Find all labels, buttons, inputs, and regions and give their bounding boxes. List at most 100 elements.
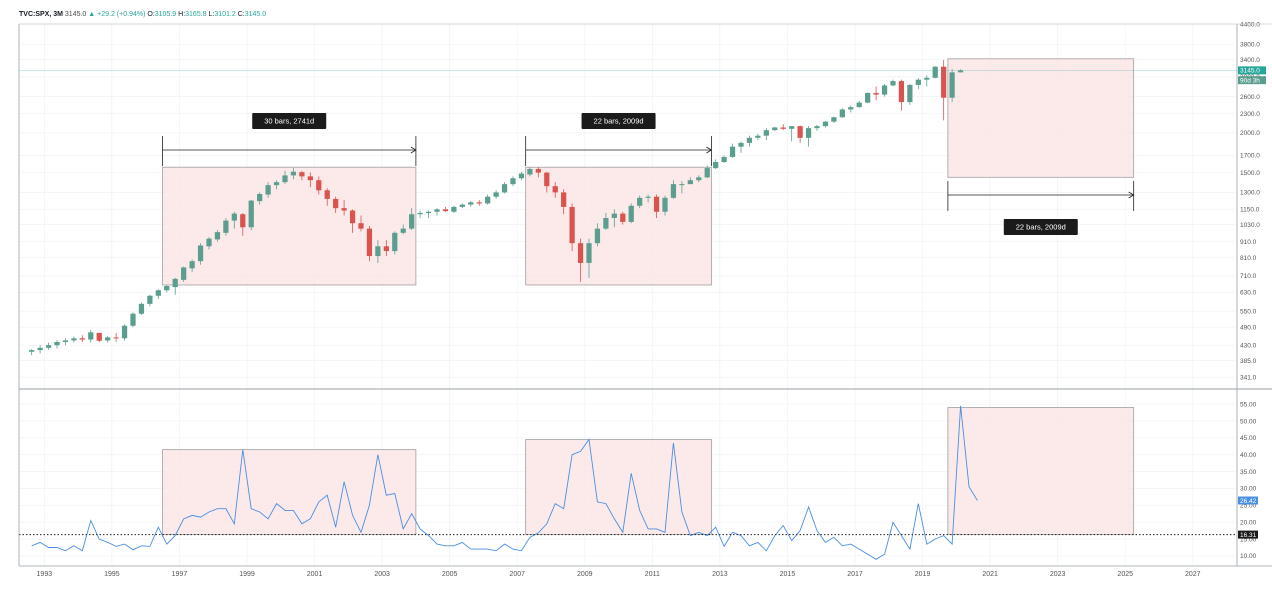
candle-body bbox=[451, 206, 457, 212]
candle-body bbox=[544, 172, 550, 187]
price-tag-label: 3145.0 bbox=[1240, 68, 1260, 75]
candle-body bbox=[366, 228, 373, 257]
price-tick-label: 1030.0 bbox=[1240, 222, 1260, 229]
price-tick-label: 1700.0 bbox=[1240, 153, 1260, 160]
price-tag-label: 90d 3h bbox=[1240, 77, 1260, 84]
candle-body bbox=[924, 77, 930, 80]
x-tick-label: 2027 bbox=[1185, 571, 1201, 578]
price-tick-label: 1150.0 bbox=[1240, 207, 1260, 214]
candle-body bbox=[535, 168, 541, 173]
candle-body bbox=[299, 172, 305, 177]
vix-last-tag-bg bbox=[1238, 496, 1258, 505]
chart-header: TVC:SPX, 3M 3145.0 ▲ +29.2 (+0.94%) O:31… bbox=[19, 11, 266, 18]
price-tick-label: 341.0 bbox=[1240, 375, 1257, 382]
candle-body bbox=[890, 81, 896, 86]
vix-range-box bbox=[525, 439, 712, 536]
vix-tick-label: 40.00 bbox=[1240, 452, 1257, 459]
candle-body bbox=[898, 81, 905, 103]
candle-body bbox=[316, 180, 322, 191]
candle-body bbox=[527, 168, 533, 175]
vix-tick-label: 20.00 bbox=[1240, 519, 1257, 526]
candle-body bbox=[197, 245, 204, 262]
price-tick-label: 550.0 bbox=[1240, 308, 1257, 315]
candle-body bbox=[856, 102, 862, 108]
price-range-box bbox=[947, 58, 1135, 178]
x-tick-label: 2023 bbox=[1050, 571, 1066, 578]
candle-body bbox=[324, 190, 330, 199]
candle-body bbox=[45, 345, 52, 348]
candle-body bbox=[805, 128, 812, 138]
candle-body bbox=[138, 303, 145, 314]
candle-body bbox=[375, 246, 381, 257]
candle-body bbox=[831, 117, 837, 122]
low-value: 3101.2 bbox=[214, 11, 236, 18]
candle-body bbox=[881, 85, 888, 95]
measure-label-bg bbox=[252, 113, 327, 129]
candle-body bbox=[434, 209, 440, 212]
candle-body bbox=[586, 243, 592, 263]
candle-body bbox=[501, 184, 508, 193]
vix-series-line bbox=[31, 405, 978, 560]
vix-tick-label: 35.00 bbox=[1240, 469, 1257, 476]
candle-body bbox=[865, 92, 871, 103]
candle-body bbox=[611, 213, 617, 218]
candle-body bbox=[130, 313, 136, 326]
candle-body bbox=[164, 286, 170, 291]
candle-body bbox=[223, 220, 229, 233]
candle-body bbox=[425, 211, 432, 213]
candle-body bbox=[687, 180, 693, 185]
symbol-label[interactable]: TVC:SPX, 3M bbox=[19, 11, 63, 18]
price-tick-label: 710.0 bbox=[1240, 273, 1257, 280]
price-tag-bg bbox=[1238, 76, 1266, 85]
candle-body bbox=[797, 126, 803, 138]
candle-body bbox=[349, 210, 356, 224]
candle-body bbox=[105, 337, 111, 341]
candle-body bbox=[755, 135, 761, 138]
vix-tick-label: 55.00 bbox=[1240, 401, 1257, 408]
x-tick-label: 1995 bbox=[104, 571, 120, 578]
candle-body bbox=[273, 182, 280, 186]
candle-body bbox=[949, 72, 955, 98]
candle-body bbox=[603, 217, 609, 229]
candle-body bbox=[257, 193, 263, 202]
price-tick-label: 3400.0 bbox=[1240, 57, 1260, 64]
candle-body bbox=[907, 84, 913, 103]
candle-body bbox=[637, 197, 643, 206]
x-tick-label: 2005 bbox=[442, 571, 458, 578]
x-tick-label: 2019 bbox=[915, 571, 931, 578]
axes: 341.0 385.0 430.0 490.0 550.0 630.0 710.0 810.0… bbox=[18, 21, 1272, 578]
candle-body bbox=[307, 176, 313, 181]
candle-body bbox=[822, 121, 829, 127]
candle-body bbox=[409, 214, 415, 229]
candle-body bbox=[780, 127, 786, 129]
candle-body bbox=[620, 213, 626, 222]
candle-body bbox=[696, 177, 702, 181]
price-tick-label: 1500.0 bbox=[1240, 170, 1260, 177]
candle-body bbox=[189, 261, 195, 269]
x-tick-label: 2003 bbox=[374, 571, 390, 578]
open-value: 3105.9 bbox=[154, 11, 177, 18]
candle-body bbox=[71, 338, 77, 341]
candle-body bbox=[155, 290, 161, 296]
x-tick-label: 2025 bbox=[1117, 571, 1133, 578]
candle-body bbox=[957, 70, 964, 73]
vix-tick-label: 10.00 bbox=[1240, 553, 1257, 560]
close-value: 3145.0 bbox=[244, 11, 267, 18]
price-tick-label: 1300.0 bbox=[1240, 190, 1260, 197]
price-tick-label: 3800.0 bbox=[1240, 42, 1260, 49]
candle-body bbox=[915, 79, 921, 85]
x-tick-label: 1993 bbox=[37, 571, 53, 578]
candle-body bbox=[147, 295, 153, 304]
candle-body bbox=[442, 209, 449, 212]
candle-body bbox=[383, 246, 389, 252]
measure-tools[interactable]: 30 bars, 2741d 22 bars, 2009d 22 bars, 200… bbox=[162, 113, 1135, 235]
candle-body bbox=[789, 126, 795, 129]
measure-label: 30 bars, 2741d bbox=[264, 117, 314, 126]
candle-body bbox=[333, 198, 339, 209]
vix-range-box bbox=[162, 449, 417, 536]
price-tag-bg bbox=[1238, 66, 1266, 75]
candle-body bbox=[282, 175, 288, 183]
candle-body bbox=[392, 232, 398, 252]
x-tick-label: 2021 bbox=[982, 571, 998, 578]
